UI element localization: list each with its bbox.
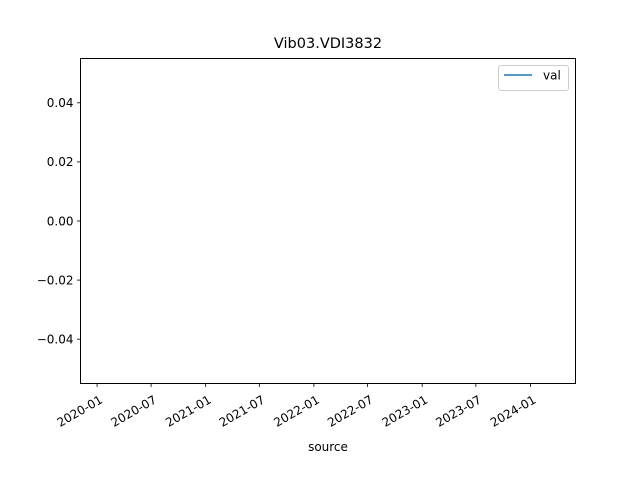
- chart-title: Vib03.VDI3832: [274, 36, 382, 52]
- legend: val: [498, 65, 569, 91]
- y-tick-label: −0.02: [37, 273, 74, 287]
- x-axis-label: source: [308, 440, 348, 454]
- y-tick-label: 0.02: [47, 155, 74, 169]
- plot-area: [80, 58, 576, 384]
- legend-label-val: val: [543, 69, 561, 83]
- y-axis: 0.04 0.02 0.00 −0.02 −0.04: [37, 96, 81, 346]
- y-tick-label: 0.04: [47, 96, 74, 110]
- y-tick-label: 0.00: [47, 214, 74, 228]
- y-tick-label: −0.04: [37, 332, 74, 346]
- legend-box: [498, 65, 569, 91]
